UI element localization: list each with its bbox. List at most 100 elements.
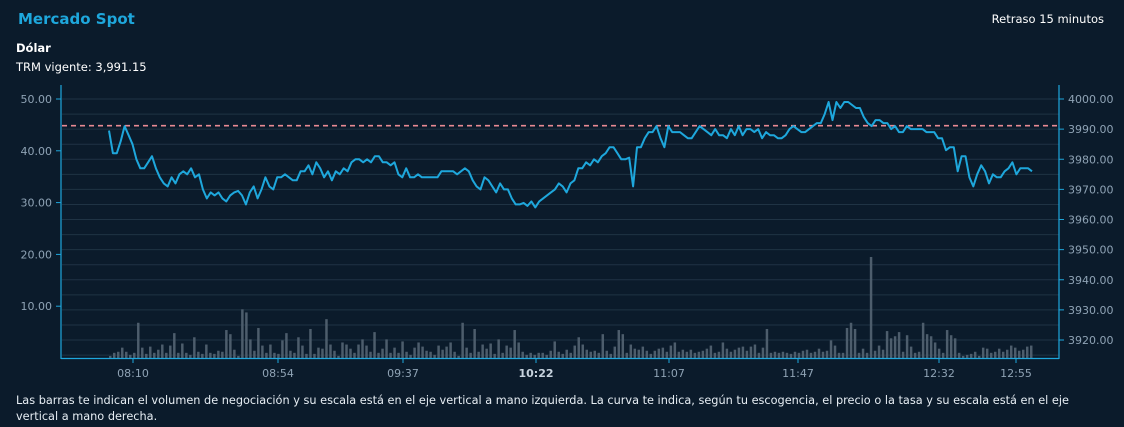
volume-bar [949, 335, 953, 358]
volume-bar [649, 353, 653, 358]
right-tick-label: 3950.00 [1068, 244, 1114, 257]
volume-bar [765, 328, 769, 358]
volume-bar [633, 348, 637, 358]
right-tick-label: 3920.00 [1068, 334, 1114, 347]
volume-bar [721, 342, 725, 358]
volume-bar [965, 354, 969, 358]
volume-bar [969, 353, 973, 358]
volume-bar [937, 348, 941, 358]
volume-bar [709, 345, 713, 358]
volume-bar [665, 351, 669, 358]
volume-bar [181, 343, 184, 358]
volume-bar [613, 346, 617, 358]
volume-bar [333, 350, 336, 358]
volume-bar [669, 345, 673, 358]
volume-bar [593, 350, 596, 358]
price-line [108, 101, 1033, 209]
page-title: Mercado Spot [18, 10, 135, 28]
volume-bar [469, 352, 472, 358]
volume-bar [745, 350, 749, 358]
volume-bar [785, 352, 789, 358]
volume-bar [141, 347, 144, 358]
volume-bar [509, 347, 512, 358]
volume-bar [577, 337, 580, 358]
volume-bar [293, 352, 296, 358]
volume-bar [481, 344, 484, 358]
volume-bar [985, 348, 989, 358]
volume-bar [221, 351, 224, 358]
right-tick-label: 3940.00 [1068, 274, 1114, 287]
volume-bar [733, 349, 737, 358]
volume-bar [129, 354, 132, 358]
x-tick-label: 10:22 [518, 367, 553, 380]
volume-bar [857, 352, 861, 358]
volume-bar [349, 348, 352, 358]
right-tick-label: 3960.00 [1068, 214, 1114, 227]
volume-bar [645, 350, 649, 358]
volume-bar [109, 355, 112, 358]
volume-bar [1009, 345, 1013, 358]
volume-bar [605, 350, 609, 358]
volume-bar [421, 346, 424, 358]
volume-bar [753, 344, 757, 358]
volume-bar [329, 344, 332, 358]
volume-bar [477, 351, 480, 358]
volume-bar [157, 349, 160, 358]
volume-bar [729, 351, 733, 358]
volume-bar [377, 352, 380, 358]
right-axis-ticks: 3920.00 3930.00 3940.00 3950.00 3960.00 3970.… [1059, 93, 1114, 347]
x-tick-label: 09:37 [387, 367, 419, 380]
volume-bar [529, 352, 532, 358]
volume-bar [393, 347, 396, 358]
volume-bar [609, 353, 613, 358]
volume-bar [505, 345, 508, 358]
volume-bar [981, 347, 985, 358]
volume-bar [993, 351, 997, 358]
right-tick-label: 3930.00 [1068, 304, 1114, 317]
volume-bar [449, 342, 452, 358]
volume-bar [741, 346, 745, 358]
volume-bar [525, 354, 528, 358]
volume-bar [997, 348, 1001, 358]
right-tick-label: 3990.00 [1068, 123, 1114, 136]
volume-bar [925, 334, 929, 358]
volume-bar [677, 351, 681, 358]
volume-bar [217, 350, 220, 358]
volume-bar [1025, 346, 1029, 358]
volume-bar [749, 346, 753, 358]
volume-bar [405, 351, 408, 358]
volume-bar [705, 348, 709, 358]
volume-bar [889, 338, 893, 358]
volume-bar [533, 354, 536, 358]
volume-bar [353, 352, 356, 358]
volume-bar [541, 352, 544, 358]
left-tick-label: 20.00 [21, 248, 53, 261]
volume-bar [701, 350, 705, 358]
volume-bar [289, 350, 292, 358]
trm-value: TRM vigente: 3,991.15 [16, 60, 147, 74]
volume-bar [989, 352, 993, 358]
right-tick-label: 3970.00 [1068, 183, 1114, 196]
volume-bar [441, 349, 444, 358]
volume-bar [277, 353, 280, 358]
volume-bar [317, 347, 320, 358]
chart-footnote: Las barras te indican el volumen de nego… [16, 394, 1069, 423]
volume-bar [193, 337, 196, 358]
volume-bar [325, 319, 328, 358]
volume-bar [521, 351, 524, 358]
volume-bar [197, 351, 200, 358]
volume-bar [297, 337, 300, 358]
market-chart[interactable]: 10.00 20.00 30.00 40.00 50.00 3920.00 3930.00… [0, 0, 1124, 390]
volume-bar [369, 351, 372, 358]
volume-bar [137, 322, 140, 358]
volume-bar [829, 340, 833, 358]
volume-bar [913, 352, 917, 358]
volume-bar [269, 344, 272, 358]
volume-bar [497, 339, 500, 358]
volume-bar [781, 351, 785, 358]
volume-bar [881, 349, 885, 358]
volume-bar [809, 352, 813, 358]
volume-bar [621, 334, 625, 358]
volume-bar [345, 344, 348, 358]
volume-bar [489, 343, 492, 358]
